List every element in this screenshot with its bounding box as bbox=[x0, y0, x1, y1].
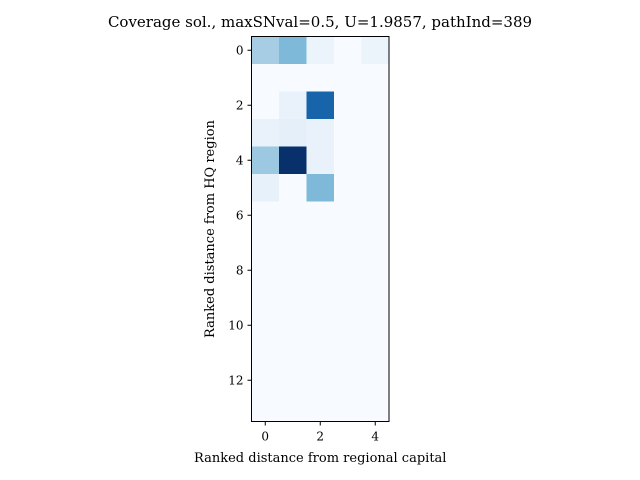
heatmap-cell-r6-c2 bbox=[306, 201, 335, 230]
x-axis-ticks: 0 2 4 bbox=[261, 421, 379, 444]
heatmap-cell-r5-c2 bbox=[306, 174, 335, 202]
heatmap-cell-r10-c3 bbox=[334, 311, 362, 340]
heatmap-cell-r10-c2 bbox=[306, 311, 335, 340]
heatmap-cell-r2-c2 bbox=[306, 91, 335, 120]
heatmap-cell-r0-c4 bbox=[361, 36, 390, 65]
heatmap-cell-r7-c3 bbox=[334, 229, 362, 257]
heatmap-cell-r11-c4 bbox=[361, 339, 390, 367]
heatmap-cell-r8-c2 bbox=[306, 256, 335, 285]
heatmap-cell-r8-c0 bbox=[251, 256, 280, 285]
heatmap-cell-r1-c1 bbox=[279, 64, 307, 92]
y-axis-ticks: 0 2 4 6 8 10 12 bbox=[228, 43, 252, 387]
heatmap-cell-r12-c1 bbox=[279, 366, 307, 395]
heatmap-cell-r3-c4 bbox=[361, 119, 390, 147]
x-tick-label: 4 bbox=[371, 430, 379, 444]
heatmap-cell-r12-c2 bbox=[306, 366, 335, 395]
heatmap-cell-r7-c1 bbox=[279, 229, 307, 257]
heatmap-cell-r6-c4 bbox=[361, 201, 390, 230]
x-tick-label: 0 bbox=[261, 430, 269, 444]
heatmap-cell-r5-c0 bbox=[251, 174, 280, 202]
heatmap-cell-r9-c1 bbox=[279, 284, 307, 312]
heatmap-cell-r0-c0 bbox=[251, 36, 280, 65]
heatmap-cell-r3-c1 bbox=[279, 119, 307, 147]
heatmap-cell-r6-c1 bbox=[279, 201, 307, 230]
heatmap-cells bbox=[251, 36, 390, 422]
heatmap-cell-r4-c1 bbox=[279, 146, 307, 175]
heatmap-cell-r2-c0 bbox=[251, 91, 280, 120]
heatmap-cell-r8-c4 bbox=[361, 256, 390, 285]
heatmap-cell-r0-c2 bbox=[306, 36, 335, 65]
x-tick-label: 2 bbox=[316, 430, 324, 444]
y-tick-label: 8 bbox=[236, 263, 244, 277]
heatmap-cell-r12-c4 bbox=[361, 366, 390, 395]
chart-title: Coverage sol., maxSNval=0.5, U=1.9857, p… bbox=[108, 13, 532, 31]
y-tick-label: 6 bbox=[236, 208, 244, 222]
y-tick-label: 2 bbox=[236, 98, 244, 112]
heatmap-cell-r2-c1 bbox=[279, 91, 307, 120]
heatmap-cell-r0-c3 bbox=[334, 36, 362, 65]
heatmap-cell-r5-c4 bbox=[361, 174, 390, 202]
heatmap-cell-r7-c4 bbox=[361, 229, 390, 257]
y-tick-label: 4 bbox=[236, 153, 244, 167]
heatmap-cell-r11-c0 bbox=[251, 339, 280, 367]
x-axis-label: Ranked distance from regional capital bbox=[194, 451, 446, 466]
y-tick-label: 12 bbox=[228, 373, 243, 387]
heatmap-cell-r7-c0 bbox=[251, 229, 280, 257]
heatmap-cell-r0-c1 bbox=[279, 36, 307, 65]
heatmap-cell-r3-c0 bbox=[251, 119, 280, 147]
heatmap-cell-r10-c1 bbox=[279, 311, 307, 340]
heatmap-cell-r13-c0 bbox=[251, 394, 280, 422]
heatmap-cell-r10-c0 bbox=[251, 311, 280, 340]
heatmap-cell-r2-c3 bbox=[334, 91, 362, 120]
heatmap-cell-r12-c0 bbox=[251, 366, 280, 395]
heatmap-cell-r10-c4 bbox=[361, 311, 390, 340]
heatmap-cell-r6-c0 bbox=[251, 201, 280, 230]
heatmap-cell-r1-c0 bbox=[251, 64, 280, 92]
heatmap-cell-r13-c2 bbox=[306, 394, 335, 422]
heatmap-cell-r13-c1 bbox=[279, 394, 307, 422]
heatmap-cell-r7-c2 bbox=[306, 229, 335, 257]
heatmap-cell-r9-c0 bbox=[251, 284, 280, 312]
heatmap-cell-r3-c2 bbox=[306, 119, 335, 147]
heatmap-cell-r9-c2 bbox=[306, 284, 335, 312]
y-tick-label: 10 bbox=[228, 318, 243, 332]
heatmap-cell-r12-c3 bbox=[334, 366, 362, 395]
heatmap-cell-r4-c3 bbox=[334, 146, 362, 175]
heatmap-cell-r1-c3 bbox=[334, 64, 362, 92]
heatmap-cell-r6-c3 bbox=[334, 201, 362, 230]
heatmap-cell-r9-c3 bbox=[334, 284, 362, 312]
heatmap-cell-r9-c4 bbox=[361, 284, 390, 312]
heatmap-cell-r4-c4 bbox=[361, 146, 390, 175]
heatmap-cell-r11-c2 bbox=[306, 339, 335, 367]
heatmap-cell-r11-c3 bbox=[334, 339, 362, 367]
heatmap-cell-r13-c3 bbox=[334, 394, 362, 422]
y-axis-label: Ranked distance from HQ region bbox=[203, 119, 218, 337]
heatmap-cell-r2-c4 bbox=[361, 91, 390, 120]
heatmap-cell-r3-c3 bbox=[334, 119, 362, 147]
heatmap-cell-r5-c1 bbox=[279, 174, 307, 202]
heatmap-cell-r4-c0 bbox=[251, 146, 280, 175]
heatmap-cell-r1-c2 bbox=[306, 64, 335, 92]
heatmap-cell-r5-c3 bbox=[334, 174, 362, 202]
heatmap-cell-r8-c1 bbox=[279, 256, 307, 285]
heatmap-cell-r4-c2 bbox=[306, 146, 335, 175]
heatmap-cell-r1-c4 bbox=[361, 64, 390, 92]
y-tick-label: 0 bbox=[236, 43, 244, 57]
heatmap-cell-r11-c1 bbox=[279, 339, 307, 367]
heatmap-cell-r13-c4 bbox=[361, 394, 390, 422]
heatmap-cell-r8-c3 bbox=[334, 256, 362, 285]
